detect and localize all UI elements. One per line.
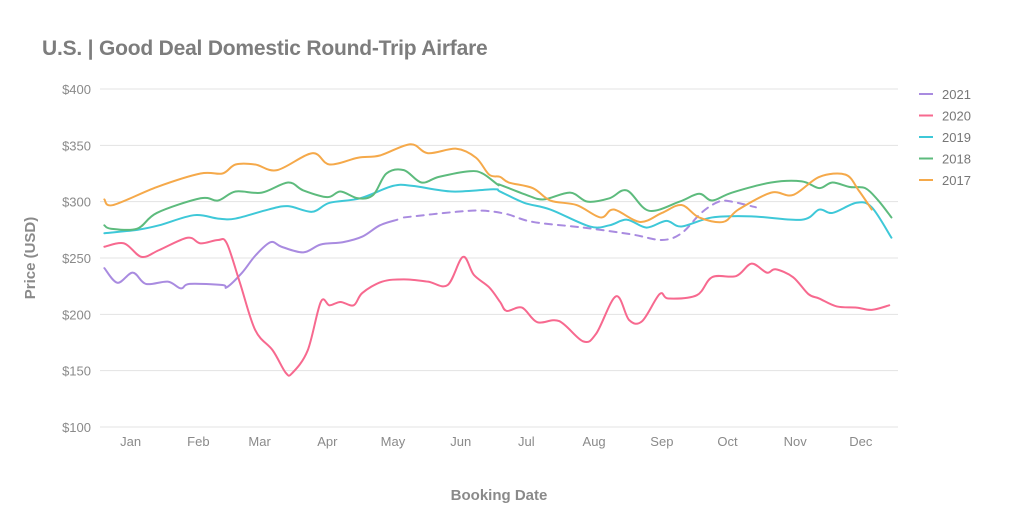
x-tick-label: Dec xyxy=(849,434,873,449)
x-tick-label: Jun xyxy=(450,434,471,449)
x-tick-label: Mar xyxy=(248,434,271,449)
legend-label: 2019 xyxy=(942,130,971,145)
legend-item-2020: 2020 xyxy=(919,109,971,124)
y-tick-label: $300 xyxy=(62,195,91,210)
gridlines xyxy=(100,88,898,428)
legend-label: 2020 xyxy=(942,109,971,124)
legend: 2021 2020 2019 2018 2017 xyxy=(919,87,971,188)
legend-item-2018: 2018 xyxy=(919,152,971,167)
legend-item-2017: 2017 xyxy=(919,173,971,188)
y-tick-label: $400 xyxy=(62,82,91,97)
x-tick-label: May xyxy=(381,434,406,449)
x-axis-label: Booking Date xyxy=(451,487,548,504)
legend-item-2019: 2019 xyxy=(919,130,971,145)
y-tick-label: $350 xyxy=(62,138,91,153)
x-tick-label: Aug xyxy=(583,434,606,449)
series-line-2020 xyxy=(103,236,891,377)
y-tick-label: $200 xyxy=(62,307,91,322)
x-tick-label: Nov xyxy=(784,434,808,449)
legend-item-2021: 2021 xyxy=(919,87,971,102)
legend-label: 2018 xyxy=(942,152,971,167)
y-tick-label: $150 xyxy=(62,364,91,379)
x-tick-label: Jan xyxy=(120,434,141,449)
y-tick-label: $250 xyxy=(62,251,91,266)
y-axis-ticks: $100 $150 $200 $250 $300 $350 $400 xyxy=(62,82,91,435)
legend-label: 2021 xyxy=(942,87,971,102)
x-tick-label: Feb xyxy=(187,434,209,449)
x-axis-ticks: Jan Feb Mar Apr May Jun Jul Aug Sep Oct Nov Dec xyxy=(120,434,873,449)
y-tick-label: $100 xyxy=(62,420,91,435)
series-line-2019 xyxy=(103,183,893,239)
x-tick-label: Oct xyxy=(717,434,738,449)
x-tick-label: Apr xyxy=(317,434,338,449)
y-axis-label: Price (USD) xyxy=(22,217,39,300)
series-line-2017 xyxy=(103,143,873,224)
chart-title: U.S. | Good Deal Domestic Round-Trip Air… xyxy=(42,37,488,60)
legend-label: 2017 xyxy=(942,173,971,188)
x-tick-label: Sep xyxy=(650,434,673,449)
series-line-2021 xyxy=(103,218,399,290)
series-line-2021-forecast- xyxy=(402,199,757,241)
series-lines xyxy=(103,143,893,377)
series-line-2018 xyxy=(103,168,893,232)
x-tick-label: Jul xyxy=(518,434,535,449)
